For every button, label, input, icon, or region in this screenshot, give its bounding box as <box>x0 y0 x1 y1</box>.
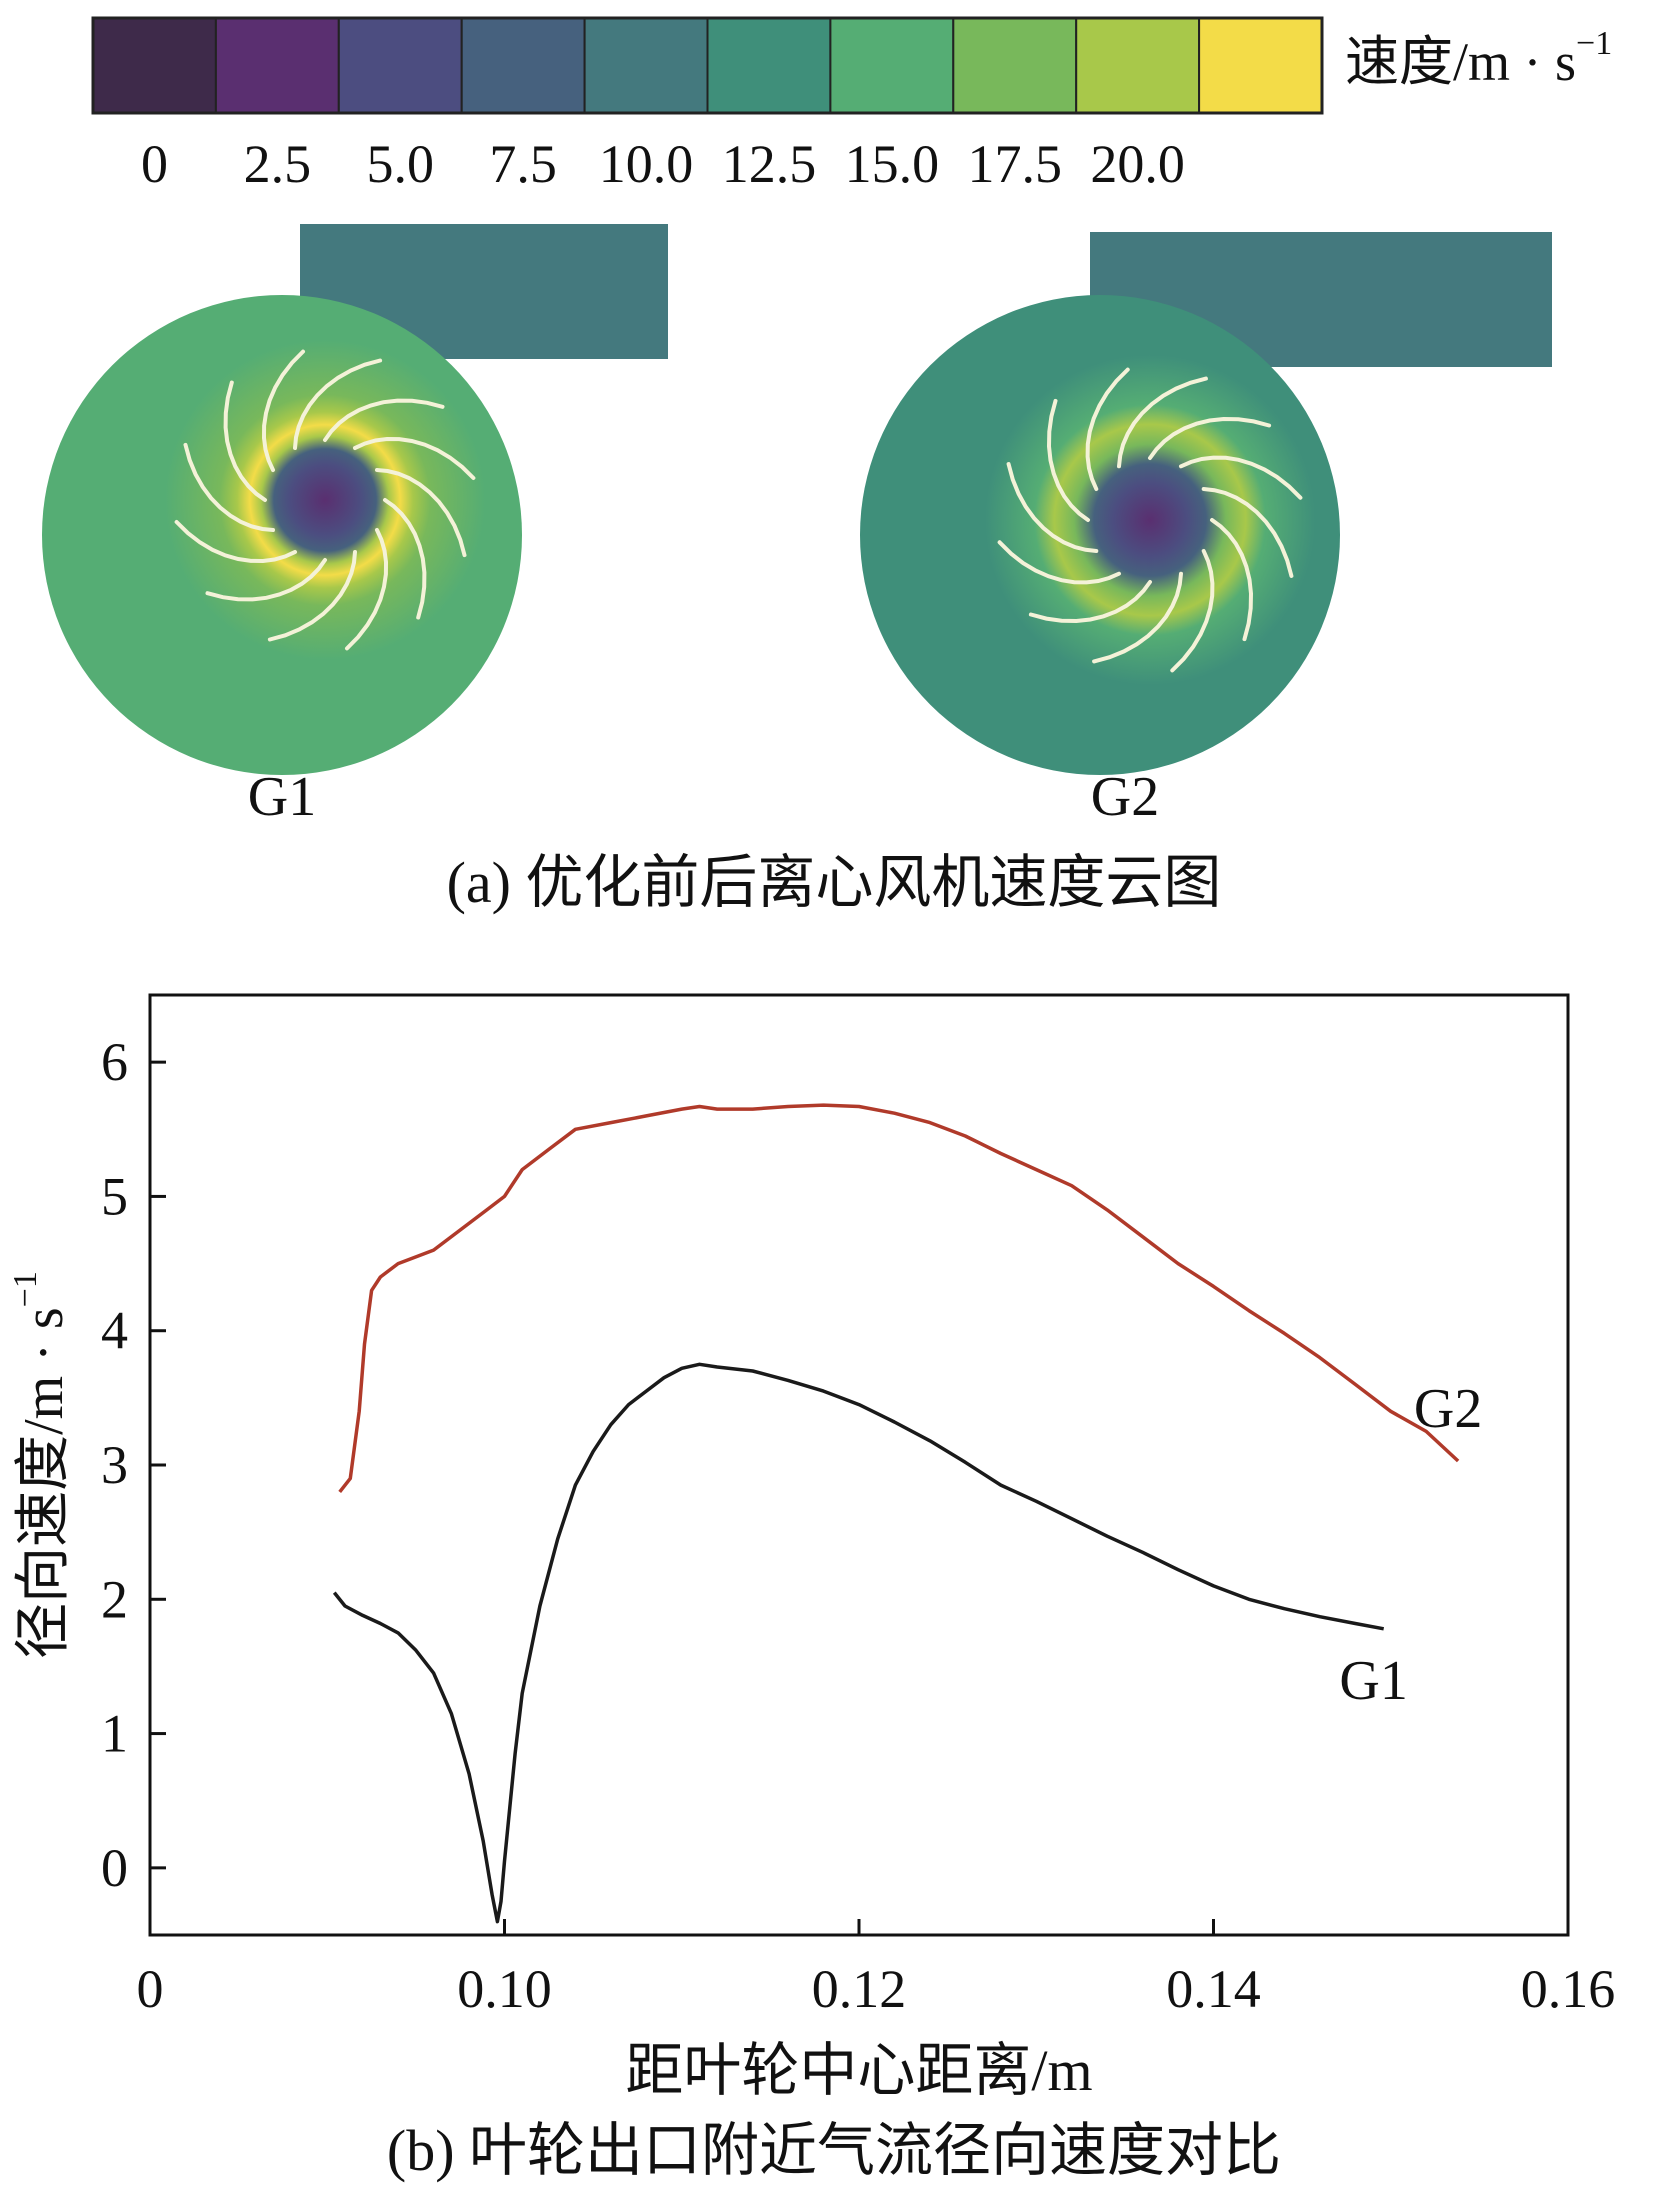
y-axis-label: 径向速度/m · s−1 <box>7 1271 75 1659</box>
x-tick-label: 0.16 <box>1521 1959 1616 2019</box>
y-tick-label: 3 <box>101 1435 128 1495</box>
colorbar-swatch <box>214 17 340 114</box>
x-axis: 0 0.10 0.12 0.14 0.16 <box>137 1919 1616 2019</box>
impeller-blade <box>1201 487 1294 578</box>
impeller-blade <box>267 550 357 642</box>
x-tick-label: 0 <box>137 1959 164 2019</box>
fan-g1-contour <box>42 224 668 775</box>
colorbar-swatch <box>706 17 832 114</box>
colorbar-ticks: 0 2.5 5.0 7.5 10.0 12.5 15.0 17.5 20.0 <box>141 134 1185 194</box>
impeller-blade <box>323 398 445 442</box>
impeller-blade <box>174 520 297 564</box>
impeller-blade <box>1046 398 1090 522</box>
colorbar-swatch <box>829 17 955 114</box>
impeller-blade <box>1170 549 1215 673</box>
x-tick-label: 0.14 <box>1166 1959 1261 2019</box>
impeller-blade <box>293 358 383 450</box>
impeller-blade <box>383 498 427 620</box>
impeller-blade <box>1117 376 1208 469</box>
colorbar-tick-label: 15.0 <box>845 134 940 194</box>
colorbar-swatch <box>337 17 463 114</box>
y-tick-label: 4 <box>101 1301 128 1361</box>
plot-frame <box>148 993 1570 1937</box>
impeller-blade <box>375 468 467 558</box>
impeller-blade <box>183 442 275 532</box>
y-tick-label: 5 <box>101 1166 128 1226</box>
x-tick-label: 0.12 <box>812 1959 907 2019</box>
impeller-blade <box>1210 518 1254 642</box>
colorbar-tick-label: 7.5 <box>489 134 557 194</box>
colorbar-tick-label: 10.0 <box>599 134 694 194</box>
y-tick-label: 0 <box>101 1838 128 1898</box>
colorbar-swatch <box>583 17 709 114</box>
annotation-layer: G2 G1 <box>1339 1378 1482 1712</box>
fan-g2-contour <box>860 232 1552 775</box>
y-tick-label: 1 <box>101 1704 128 1764</box>
fan-label-g2: G2 <box>1091 766 1159 828</box>
colorbar-swatch <box>460 17 586 114</box>
y-axis: 0 1 2 3 4 5 6 <box>101 1032 166 1898</box>
fan-g1-impeller-field <box>165 340 485 660</box>
impeller-blade <box>997 540 1121 585</box>
series-line-g1 <box>332 1362 1385 1924</box>
colorbar-tick-label: 12.5 <box>722 134 817 194</box>
caption-b: (b) 叶轮出口附近气流径向速度对比 <box>387 2118 1281 2183</box>
series-layer <box>332 1103 1460 1924</box>
fan-g1-blades <box>174 349 476 651</box>
series-annotation-g1: G1 <box>1339 1650 1407 1712</box>
impeller-blade <box>1006 462 1099 553</box>
series-annotation-g2: G2 <box>1414 1378 1482 1440</box>
colorbar-frame <box>91 16 1324 115</box>
fan-g2-impeller-field <box>985 355 1315 685</box>
colorbar-tick-label: 20.0 <box>1090 134 1185 194</box>
radial-velocity-chart: 0 0.10 0.12 0.14 0.16 0 1 2 3 4 5 6 G2 G1 距叶轮中心距离/m… <box>7 993 1616 2103</box>
colorbar-tick-label: 2.5 <box>244 134 312 194</box>
impeller-blade <box>1092 571 1183 664</box>
colorbar <box>91 16 1324 115</box>
impeller-blade <box>1085 367 1130 491</box>
y-tick-label: 2 <box>101 1569 128 1629</box>
colorbar-swatch <box>1075 17 1201 114</box>
colorbar-unit-label: 速度/m · s−1 <box>1345 25 1612 92</box>
impeller-blade <box>1148 416 1272 460</box>
colorbar-tick-label: 5.0 <box>367 134 435 194</box>
fan-label-g1: G1 <box>248 766 316 828</box>
x-tick-label: 0.10 <box>457 1959 552 2019</box>
fan-g2-blades <box>997 367 1303 673</box>
colorbar-tick-label: 0 <box>141 134 168 194</box>
colorbar-tick-label: 17.5 <box>968 134 1063 194</box>
caption-a: (a) 优化前后离心风机速度云图 <box>447 850 1222 915</box>
series-line-g2 <box>338 1103 1460 1493</box>
impeller-blade <box>1179 455 1303 500</box>
impeller-blade <box>1028 580 1152 624</box>
impeller-blade <box>261 349 305 472</box>
impeller-blade <box>223 380 267 502</box>
y-tick-label: 6 <box>101 1032 128 1092</box>
colorbar-swatch <box>92 17 217 114</box>
colorbar-swatch <box>1198 17 1323 114</box>
colorbar-swatch <box>952 17 1078 114</box>
impeller-blade <box>345 528 389 651</box>
impeller-blade <box>205 558 327 602</box>
impeller-blade <box>353 436 476 480</box>
x-axis-label: 距叶轮中心距离/m <box>625 2038 1092 2103</box>
